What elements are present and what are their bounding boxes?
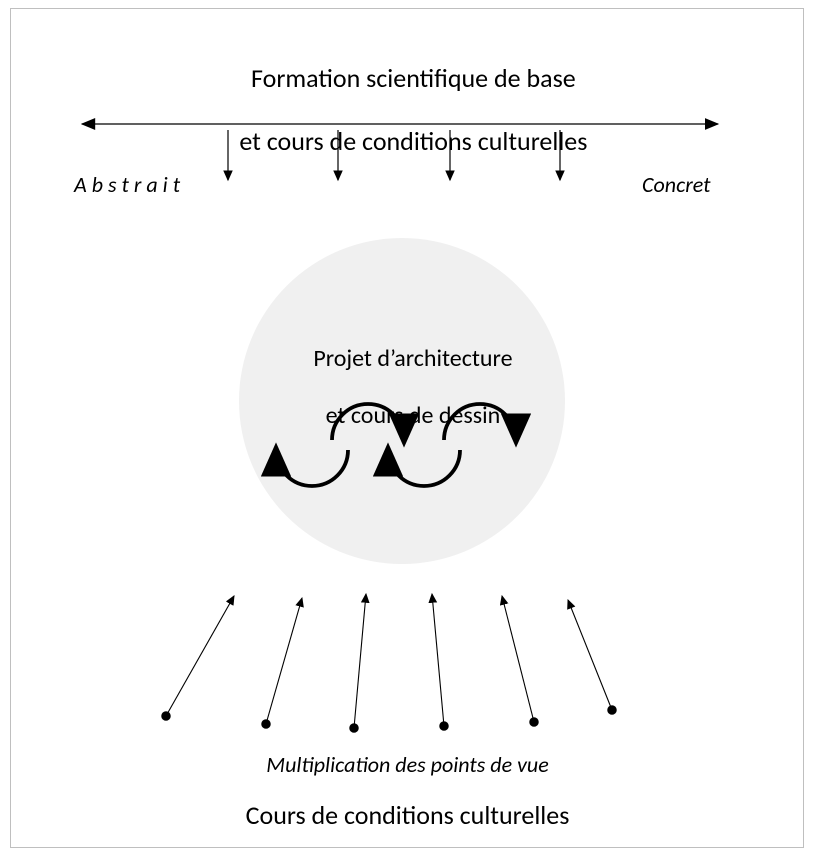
bottom-arrows bbox=[162, 594, 616, 732]
top-title-line2: et cours de conditions culturelles bbox=[239, 125, 587, 157]
circle-text: Projet d’architecture et cours de dessin bbox=[0, 316, 815, 431]
top-title: Formation scientifique de base et cours … bbox=[0, 32, 815, 157]
concret-label: Concret bbox=[642, 172, 711, 198]
circle-text-line2: et cours de dessin bbox=[326, 401, 501, 430]
abstrait-label: A b s t r a i t bbox=[74, 172, 180, 198]
circle-text-line1: Projet d’architecture bbox=[313, 344, 512, 373]
multiplication-label: Multiplication des points de vue bbox=[0, 752, 815, 778]
top-title-line1: Formation scientifique de base bbox=[251, 62, 576, 94]
bottom-title: Cours de conditions culturelles bbox=[0, 800, 815, 831]
